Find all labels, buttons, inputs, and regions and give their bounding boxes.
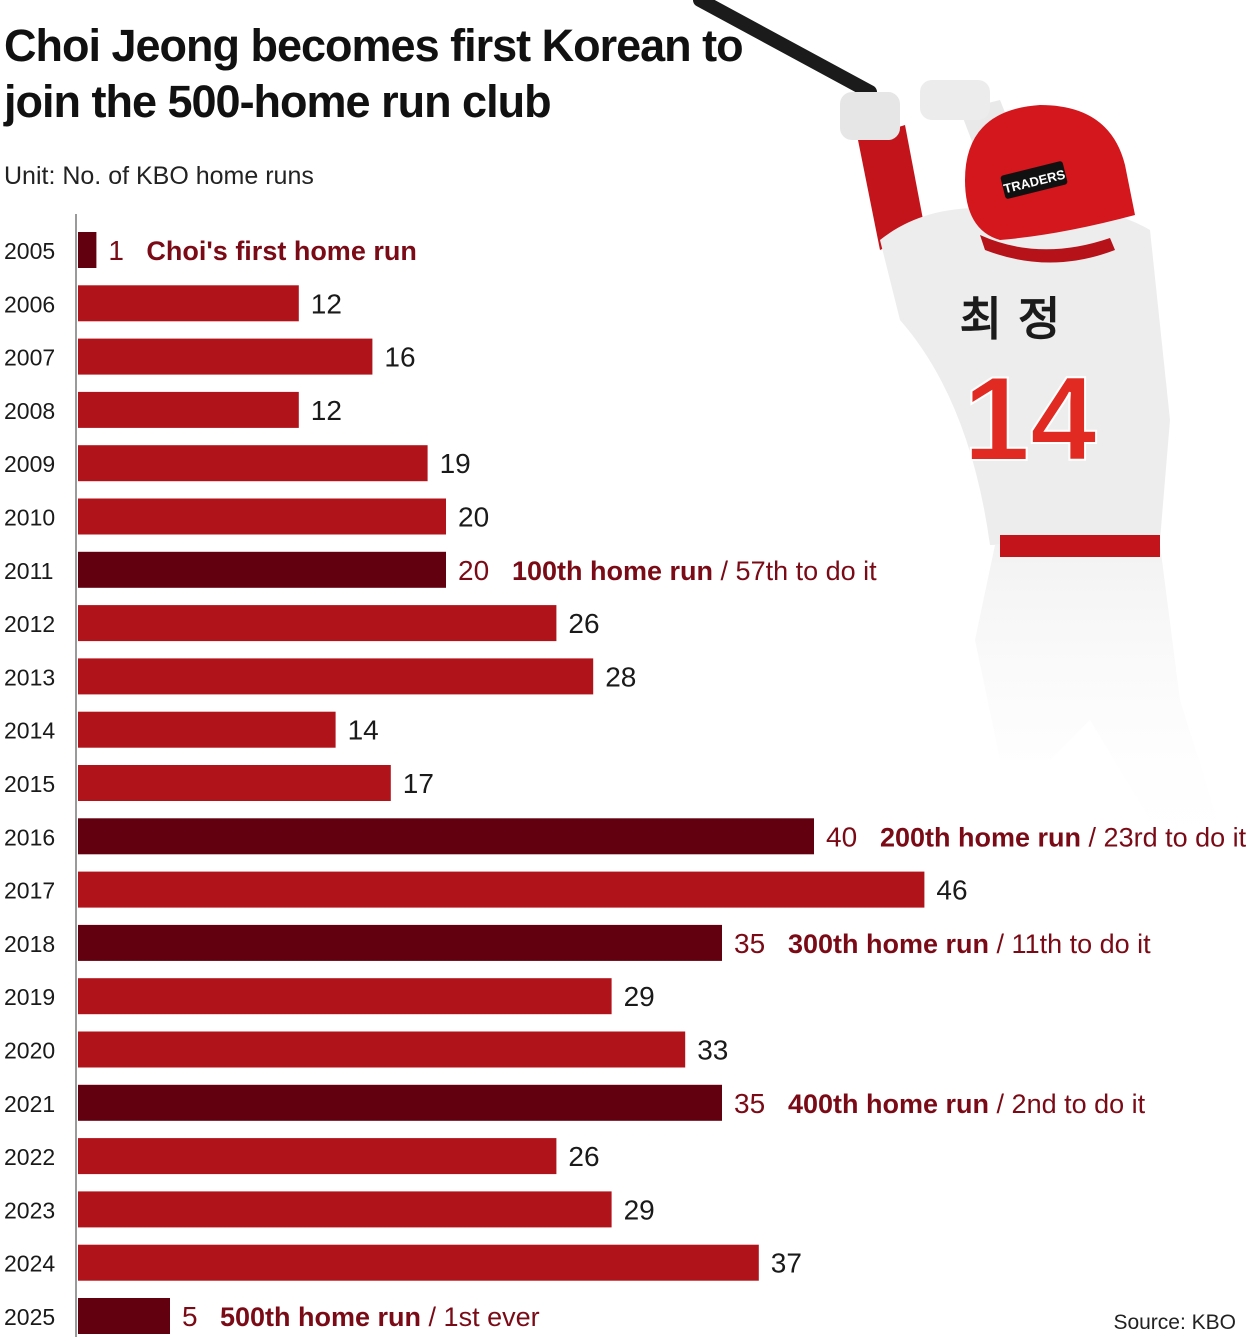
value-label: 17 bbox=[403, 768, 434, 799]
value-label: 29 bbox=[624, 981, 655, 1012]
jersey-name-text: 최 정 bbox=[960, 292, 1061, 346]
milestone-annotation: Choi's first home run bbox=[146, 236, 416, 266]
value-label: 29 bbox=[624, 1194, 655, 1225]
value-label: 16 bbox=[384, 342, 415, 373]
jersey-number-text: 14 bbox=[963, 352, 1097, 486]
glove-shape bbox=[840, 92, 900, 140]
milestone-annotation: 200th home run / 23rd to do it bbox=[880, 822, 1247, 852]
year-label: 2017 bbox=[4, 878, 55, 904]
bar-2013 bbox=[78, 658, 594, 695]
bar-2007 bbox=[78, 338, 373, 375]
value-label: 46 bbox=[936, 875, 967, 906]
year-label: 2011 bbox=[4, 558, 53, 584]
bar-2005 bbox=[78, 232, 97, 268]
bar-2011 bbox=[78, 551, 446, 588]
year-label: 2009 bbox=[4, 451, 55, 477]
bar-2018 bbox=[78, 924, 722, 961]
milestone-annotation: 500th home run / 1st ever bbox=[220, 1302, 540, 1332]
value-label: 19 bbox=[440, 448, 471, 479]
year-label: 2005 bbox=[4, 238, 55, 264]
bar-2015 bbox=[78, 765, 391, 801]
year-label: 2024 bbox=[4, 1251, 55, 1277]
bar-2025 bbox=[78, 1298, 170, 1334]
bar-2016 bbox=[78, 818, 814, 855]
year-label: 2022 bbox=[4, 1144, 55, 1170]
bar-2014 bbox=[78, 711, 336, 748]
bar-2012 bbox=[78, 605, 557, 642]
jersey-shape bbox=[880, 207, 1170, 545]
year-label: 2012 bbox=[4, 611, 55, 637]
year-label: 2006 bbox=[4, 291, 55, 317]
bar-2019 bbox=[78, 978, 612, 1015]
value-label: 35 bbox=[734, 928, 765, 959]
bar-2024 bbox=[78, 1244, 759, 1281]
bar-2022 bbox=[78, 1138, 557, 1175]
value-label: 26 bbox=[568, 1141, 599, 1172]
value-label: 20 bbox=[458, 555, 489, 586]
value-label: 26 bbox=[568, 608, 599, 639]
bar-2006 bbox=[78, 285, 299, 322]
year-label: 2007 bbox=[4, 345, 55, 371]
source-credit: Source: KBO bbox=[1113, 1311, 1236, 1334]
year-label: 2014 bbox=[4, 718, 55, 744]
chart-unit-label: Unit: No. of KBO home runs bbox=[4, 162, 314, 190]
bar-2020 bbox=[78, 1031, 686, 1068]
value-label: 37 bbox=[771, 1248, 802, 1279]
year-label: 2020 bbox=[4, 1038, 55, 1064]
bat-shape bbox=[693, 0, 877, 99]
value-label: 12 bbox=[311, 395, 342, 426]
year-label: 2016 bbox=[4, 824, 55, 850]
value-label: 35 bbox=[734, 1088, 765, 1119]
pants-shape bbox=[975, 545, 1230, 870]
year-label: 2015 bbox=[4, 771, 55, 797]
year-label: 2021 bbox=[4, 1091, 55, 1117]
value-label: 14 bbox=[348, 715, 379, 746]
year-label: 2023 bbox=[4, 1197, 55, 1223]
value-label: 40 bbox=[826, 821, 857, 852]
bar-2017 bbox=[78, 871, 925, 908]
milestone-annotation: 400th home run / 2nd to do it bbox=[788, 1089, 1146, 1119]
milestone-annotation: 300th home run / 11th to do it bbox=[788, 929, 1151, 959]
year-label: 2008 bbox=[4, 398, 55, 424]
year-label: 2013 bbox=[4, 664, 55, 690]
bar-2010 bbox=[78, 498, 446, 535]
year-label: 2019 bbox=[4, 984, 55, 1010]
bar-2008 bbox=[78, 391, 299, 428]
value-label: 1 bbox=[108, 235, 124, 266]
value-label: 20 bbox=[458, 502, 489, 533]
year-label: 2010 bbox=[4, 505, 55, 531]
value-label: 12 bbox=[311, 288, 342, 319]
year-label: 2018 bbox=[4, 931, 55, 957]
value-label: 33 bbox=[697, 1035, 728, 1066]
bar-2009 bbox=[78, 445, 428, 482]
chart-title: Choi Jeong becomes first Korean to join … bbox=[4, 20, 744, 127]
left-arm-shape bbox=[858, 125, 925, 250]
bar-2023 bbox=[78, 1191, 612, 1228]
year-label: 2025 bbox=[4, 1304, 55, 1330]
value-label: 5 bbox=[182, 1301, 198, 1332]
value-label: 28 bbox=[605, 661, 636, 692]
bar-2021 bbox=[78, 1084, 722, 1121]
milestone-annotation: 100th home run / 57th to do it bbox=[512, 556, 877, 586]
